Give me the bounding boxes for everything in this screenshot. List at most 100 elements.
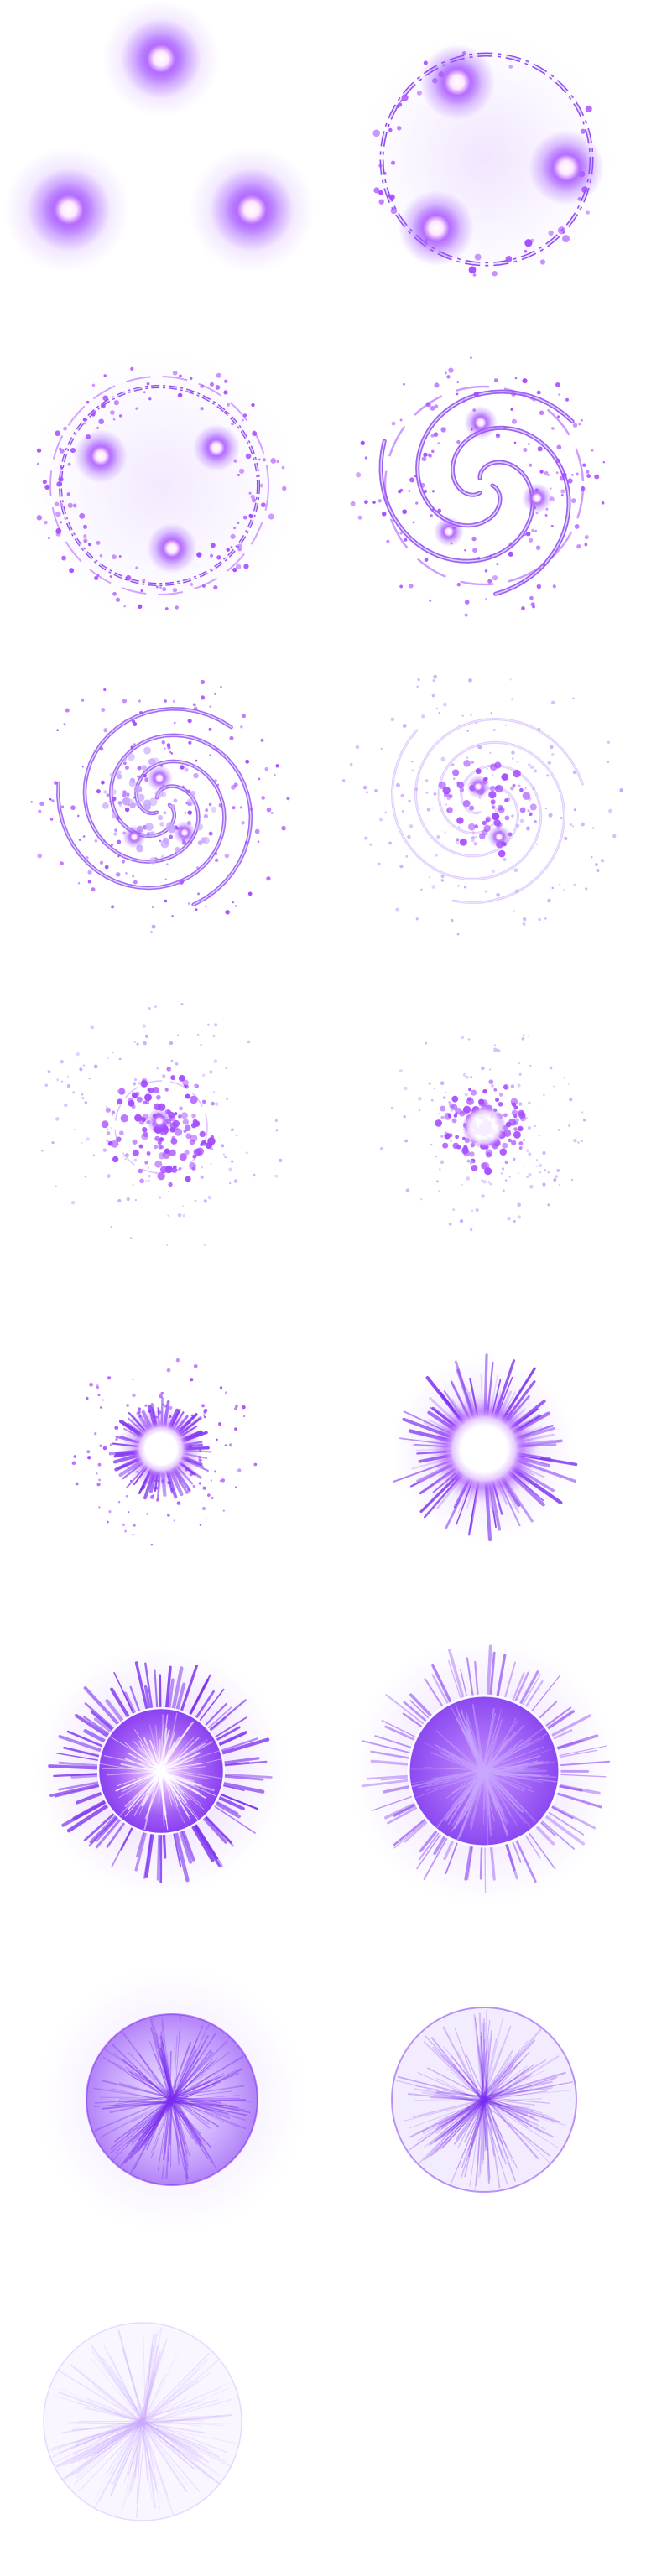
particle	[518, 1125, 524, 1132]
particle	[151, 924, 156, 929]
particle	[118, 554, 122, 558]
particle	[207, 1023, 210, 1026]
particle	[148, 831, 155, 838]
particle	[81, 1096, 85, 1100]
ray	[461, 1770, 487, 1820]
particle	[534, 819, 537, 823]
energy-orb	[464, 406, 498, 439]
particle	[208, 895, 211, 898]
particle	[93, 1064, 98, 1069]
particle	[78, 839, 81, 841]
particle	[144, 1034, 148, 1038]
ray	[465, 2054, 487, 2102]
particle	[474, 253, 482, 261]
ray	[439, 2098, 484, 2140]
particle	[110, 1225, 112, 1228]
particle	[501, 773, 509, 781]
particle	[455, 1107, 462, 1115]
particle	[581, 418, 583, 422]
particle	[270, 458, 277, 464]
particle	[203, 1244, 206, 1246]
particle	[492, 774, 494, 776]
particle	[524, 249, 528, 253]
particle	[216, 1438, 218, 1441]
ray	[414, 2088, 485, 2102]
ray	[445, 2101, 484, 2137]
particle	[404, 1086, 408, 1091]
particle	[112, 554, 117, 559]
particle	[171, 1167, 178, 1173]
particle	[137, 1410, 141, 1414]
particle	[534, 1124, 537, 1128]
particle	[519, 818, 524, 823]
particle	[111, 788, 117, 795]
ray	[481, 2097, 508, 2165]
particle	[125, 1494, 128, 1498]
effect-group	[350, 356, 605, 617]
particle	[492, 270, 498, 277]
particle	[55, 1117, 60, 1121]
particle	[166, 1368, 171, 1373]
particle	[201, 1099, 206, 1104]
ray	[395, 2080, 484, 2104]
ray	[481, 1771, 532, 1828]
particle	[484, 1167, 492, 1176]
particle	[517, 1083, 521, 1088]
particle	[506, 1084, 509, 1087]
particle	[378, 190, 383, 195]
particle	[134, 1198, 138, 1202]
particle	[248, 491, 252, 495]
ray	[98, 2420, 143, 2454]
particle	[572, 423, 578, 428]
ray	[172, 2049, 212, 2100]
particle	[534, 529, 537, 532]
ray	[175, 2090, 232, 2099]
particle	[467, 1038, 471, 1041]
ray	[146, 2097, 170, 2150]
particle	[155, 585, 159, 589]
particle	[203, 1199, 207, 1203]
ray	[482, 2097, 535, 2106]
ray	[476, 2033, 485, 2103]
particle	[528, 442, 530, 445]
ray	[139, 2397, 188, 2422]
ray	[482, 2038, 498, 2097]
particle	[529, 1184, 534, 1189]
particle	[258, 777, 261, 781]
particle	[99, 860, 104, 865]
ray	[435, 2102, 483, 2131]
ray	[445, 1768, 482, 1799]
ray	[141, 2423, 190, 2487]
particle	[388, 127, 393, 132]
ray	[482, 1729, 499, 1772]
particle	[168, 1190, 170, 1193]
ray	[175, 2100, 211, 2129]
ray	[435, 2097, 486, 2142]
ray	[174, 2100, 180, 2166]
particle	[431, 693, 435, 698]
ray	[144, 2359, 220, 2425]
ray	[136, 2100, 174, 2132]
frame-10-spiky-burst	[323, 1288, 646, 1610]
particle	[166, 743, 171, 747]
particle	[148, 857, 157, 865]
ray	[170, 2097, 210, 2125]
ray	[140, 2423, 197, 2463]
particle	[60, 466, 64, 470]
particle	[534, 769, 538, 773]
particle	[101, 1120, 109, 1129]
particle	[448, 794, 453, 799]
particle	[505, 256, 513, 262]
ray	[144, 2422, 189, 2460]
particle	[187, 902, 190, 905]
particle	[182, 1119, 189, 1125]
particle	[430, 434, 435, 438]
ray	[141, 2422, 221, 2458]
particle	[362, 785, 367, 790]
ray	[486, 2064, 534, 2099]
ray	[150, 2101, 172, 2159]
ray	[153, 2037, 171, 2104]
ray	[169, 2096, 220, 2127]
particle	[438, 1112, 440, 1115]
ray	[423, 2040, 484, 2101]
